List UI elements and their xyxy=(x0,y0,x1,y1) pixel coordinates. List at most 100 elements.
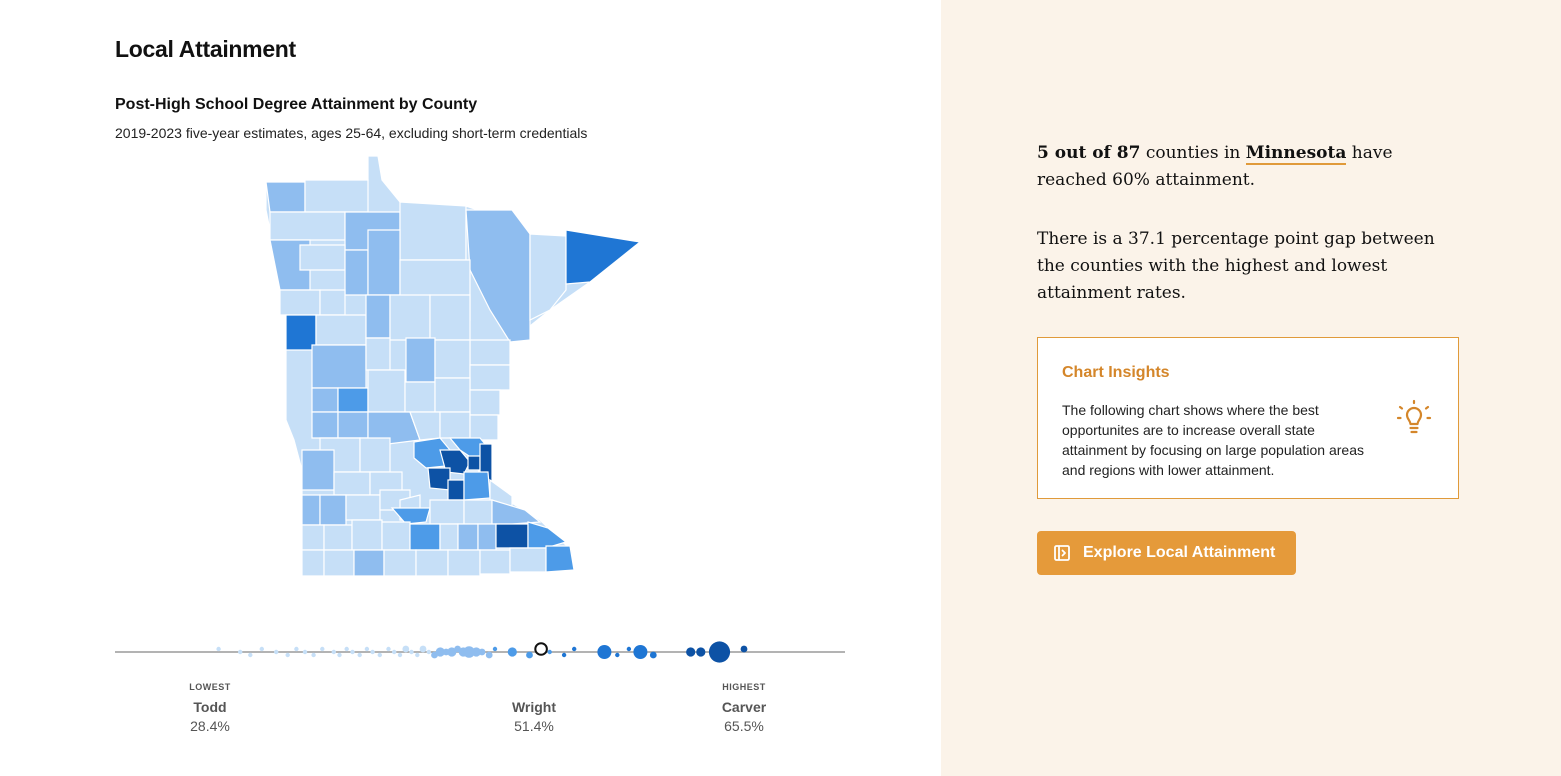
county[interactable] xyxy=(439,411,471,439)
county[interactable] xyxy=(323,524,353,551)
county[interactable] xyxy=(439,523,459,551)
county[interactable] xyxy=(359,437,391,473)
county[interactable] xyxy=(409,523,441,551)
county[interactable] xyxy=(427,467,451,491)
county-point[interactable] xyxy=(415,652,420,658)
county-point[interactable] xyxy=(463,646,475,658)
county-point[interactable] xyxy=(478,648,486,656)
explore-local-attainment-button[interactable]: Explore Local Attainment xyxy=(1037,531,1296,575)
county[interactable] xyxy=(509,547,547,573)
county[interactable] xyxy=(383,549,417,577)
county-point[interactable] xyxy=(402,645,410,653)
county[interactable] xyxy=(447,479,465,501)
county-point[interactable] xyxy=(471,647,481,657)
county[interactable] xyxy=(319,494,347,526)
county-point[interactable] xyxy=(285,652,290,658)
county[interactable] xyxy=(323,549,355,577)
county-point[interactable] xyxy=(435,647,445,657)
county-point[interactable] xyxy=(447,647,457,657)
county-point[interactable] xyxy=(492,646,498,652)
county[interactable] xyxy=(344,249,369,296)
county[interactable] xyxy=(469,364,511,391)
county-point[interactable] xyxy=(547,649,552,655)
state-link[interactable]: Minnesota xyxy=(1245,143,1347,165)
county[interactable] xyxy=(457,523,479,551)
county[interactable] xyxy=(469,389,501,416)
county[interactable] xyxy=(311,411,339,439)
county[interactable] xyxy=(467,455,481,471)
county[interactable] xyxy=(367,369,406,413)
county[interactable] xyxy=(469,414,499,441)
county-point[interactable] xyxy=(259,646,264,652)
county-point[interactable] xyxy=(302,649,308,655)
county-point[interactable] xyxy=(294,646,299,652)
county[interactable] xyxy=(301,524,325,551)
county[interactable] xyxy=(405,337,436,383)
county[interactable] xyxy=(479,549,511,575)
county[interactable] xyxy=(301,449,335,491)
county[interactable] xyxy=(477,523,497,551)
county[interactable] xyxy=(390,507,431,525)
county[interactable] xyxy=(319,289,346,316)
county[interactable] xyxy=(299,244,346,271)
county-point[interactable] xyxy=(331,649,336,655)
county-point[interactable] xyxy=(696,647,706,657)
selected-county-point[interactable] xyxy=(534,642,548,656)
county[interactable] xyxy=(333,471,371,496)
county[interactable] xyxy=(447,549,481,577)
county[interactable] xyxy=(353,549,385,577)
county-point[interactable] xyxy=(649,651,657,659)
county-point[interactable] xyxy=(526,651,533,659)
county-point[interactable] xyxy=(248,652,253,658)
county[interactable] xyxy=(469,339,511,366)
county-point[interactable] xyxy=(397,652,403,658)
county-point[interactable] xyxy=(597,645,612,659)
county-point[interactable] xyxy=(370,649,375,655)
county[interactable] xyxy=(351,519,383,551)
county[interactable] xyxy=(399,201,467,261)
county-point[interactable] xyxy=(377,652,382,658)
county[interactable] xyxy=(367,411,421,446)
county[interactable] xyxy=(495,523,529,549)
county[interactable] xyxy=(491,499,542,525)
county-point[interactable] xyxy=(274,649,279,655)
county[interactable] xyxy=(269,211,346,241)
county[interactable] xyxy=(415,549,449,577)
county[interactable] xyxy=(337,411,369,439)
county[interactable] xyxy=(404,381,436,413)
county[interactable] xyxy=(429,499,465,525)
county-point[interactable] xyxy=(419,645,427,653)
county[interactable] xyxy=(389,294,431,341)
county-point[interactable] xyxy=(615,652,620,658)
county-point[interactable] xyxy=(344,646,349,652)
county[interactable] xyxy=(345,494,381,521)
county-point[interactable] xyxy=(386,646,391,652)
county[interactable] xyxy=(434,339,471,379)
county[interactable] xyxy=(429,294,471,341)
county-point[interactable] xyxy=(561,652,567,658)
county[interactable] xyxy=(463,471,491,501)
county[interactable] xyxy=(265,181,306,213)
county[interactable] xyxy=(301,494,321,526)
county[interactable] xyxy=(545,545,575,573)
county-point[interactable] xyxy=(633,645,648,659)
county[interactable] xyxy=(465,209,531,343)
county[interactable] xyxy=(365,337,391,371)
county[interactable] xyxy=(434,377,471,413)
county-point[interactable] xyxy=(216,646,221,652)
county-point[interactable] xyxy=(626,646,632,652)
county-point[interactable] xyxy=(311,652,316,658)
county-point[interactable] xyxy=(686,647,696,657)
county-point[interactable] xyxy=(357,652,362,658)
county[interactable] xyxy=(315,314,367,346)
county[interactable] xyxy=(365,294,391,339)
county-point[interactable] xyxy=(238,649,243,655)
county-point[interactable] xyxy=(485,651,493,659)
county-point[interactable] xyxy=(350,649,355,655)
county[interactable] xyxy=(367,229,401,296)
county[interactable] xyxy=(279,289,321,316)
county-point[interactable] xyxy=(409,649,414,655)
county[interactable] xyxy=(304,179,369,213)
county-point[interactable] xyxy=(507,647,517,657)
county[interactable] xyxy=(301,549,325,577)
